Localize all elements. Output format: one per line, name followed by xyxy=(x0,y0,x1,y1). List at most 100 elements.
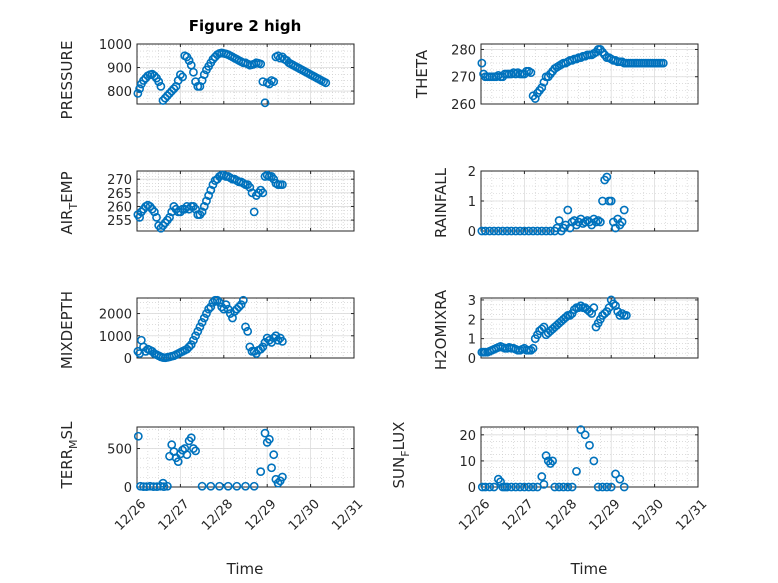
terr-msl-data-point xyxy=(223,481,233,491)
terr-msl-data-point xyxy=(159,482,169,492)
pressure-data-point xyxy=(167,86,177,96)
axes-theta: 260 270 280 xyxy=(451,43,699,113)
rainfall-data-point xyxy=(533,226,542,236)
sun-flux-data-point xyxy=(548,456,558,466)
ylabel-air-temp-a: AIR xyxy=(58,210,76,235)
mixdepth-data-point xyxy=(191,331,200,341)
h2omixra-data-point xyxy=(600,309,610,318)
mixdepth-data-point xyxy=(221,300,231,310)
pressure-ytick-label: 900 xyxy=(107,62,132,77)
h2omixra-data-point xyxy=(528,343,538,353)
sun-flux-data-point xyxy=(539,479,549,489)
ylabel-mixdepth: MIXDEPTH xyxy=(58,291,76,369)
air-temp-data-point xyxy=(197,207,207,217)
xlabel-left: Time xyxy=(226,560,264,578)
mixdepth-data-point xyxy=(225,309,235,318)
h2omixra-data-point xyxy=(608,299,618,309)
theta-data-point xyxy=(526,68,536,78)
sun-flux-data-point xyxy=(559,482,568,492)
mixdepth-ytick-label: 0 xyxy=(124,352,132,367)
sun-flux-data-point xyxy=(602,482,612,492)
h2omixra-data-point xyxy=(537,324,547,334)
mixdepth-data-point xyxy=(234,302,244,312)
ylabel-terr-a: TERR xyxy=(58,449,76,490)
rainfall-ytick-label: 0 xyxy=(468,225,476,240)
air-temp-data-point xyxy=(135,212,145,222)
theta-ytick-label: 260 xyxy=(451,98,476,113)
mixdepth-data-point xyxy=(212,295,222,305)
mixdepth-data-point xyxy=(197,318,207,327)
mixdepth-data-point xyxy=(273,335,283,345)
h2omixra-data-point xyxy=(526,345,536,355)
air-temp-ytick-label: 265 xyxy=(107,187,132,202)
pressure-axes-box xyxy=(136,43,355,105)
ylabel-h2omixra: H2OMIXRA xyxy=(432,289,450,370)
h2omixra-axes-box xyxy=(480,297,699,359)
mixdepth-data-point xyxy=(182,344,192,354)
air-temp-data-point xyxy=(245,182,255,192)
sun-flux-data-point xyxy=(480,482,490,492)
rainfall-data-point xyxy=(511,226,521,236)
sun-flux-data-point xyxy=(520,482,529,492)
sun-flux-ytick-label: 10 xyxy=(459,455,476,470)
mixdepth-data-point xyxy=(193,326,203,336)
sun-flux-data-point xyxy=(611,469,620,479)
rainfall-ytick-label: 1 xyxy=(468,195,476,210)
air-temp-data-point xyxy=(249,207,259,217)
rainfall-data-point xyxy=(498,226,508,236)
sun-flux-data-point xyxy=(506,482,516,492)
rainfall-data-point xyxy=(528,226,538,236)
mixdepth-data-point xyxy=(184,342,194,352)
terr-msl-data-point xyxy=(241,481,250,491)
sun-flux-data-point xyxy=(593,482,603,492)
pressure-data-point xyxy=(139,76,148,85)
sun-flux-data-point xyxy=(537,472,547,481)
air-temp-data-point xyxy=(165,212,174,222)
svg-text:SUNFLUX: SUNFLUX xyxy=(390,422,412,489)
mixdepth-data-point xyxy=(202,309,211,318)
mixdepth-data-point xyxy=(195,322,205,332)
terr-msl-data-point xyxy=(264,434,274,444)
air-temp-data-point xyxy=(277,180,287,190)
ylabel-terr-msl: TERRMSL xyxy=(58,421,80,490)
h2omixra-data-point xyxy=(589,303,599,313)
xlabel-right: Time xyxy=(570,560,608,578)
terr-msl-data-point xyxy=(206,481,216,491)
air-temp-data-point xyxy=(202,196,211,206)
air-temp-ytick-label: 270 xyxy=(107,173,132,188)
sun-flux-data-point xyxy=(550,482,560,492)
h2omixra-data-point xyxy=(617,309,627,318)
rainfall-data-point xyxy=(541,226,551,236)
h2omixra-data-point xyxy=(569,305,579,315)
pressure-data-point xyxy=(149,71,159,81)
terr-msl-data-point xyxy=(260,428,270,438)
mixdepth-data-point xyxy=(204,304,214,314)
pressure-data-point xyxy=(256,59,266,69)
rainfall-data-point xyxy=(485,226,495,236)
mixdepth-data-point xyxy=(245,342,255,352)
pressure-data-point xyxy=(178,72,187,82)
rainfall-data-point xyxy=(602,172,612,182)
terr-msl-data-point xyxy=(215,481,224,491)
sun-flux-data-point xyxy=(541,451,551,461)
h2omixra-data-point xyxy=(576,301,586,311)
mixdepth-data-point xyxy=(271,331,281,341)
pressure-data-point xyxy=(135,84,145,94)
terr-msl-axes-box xyxy=(136,426,355,488)
theta-data-point xyxy=(539,77,549,87)
axes-pressure: 800 900 1000 xyxy=(99,38,355,108)
axes-rainfall: 0 1 2 xyxy=(468,165,699,240)
terr-msl-data-point xyxy=(186,433,196,443)
terr-msl-ytick-label: 0 xyxy=(124,481,132,496)
axes-mixdepth: 0 1000 2000 xyxy=(99,295,355,367)
ylabel-sun-b: LUX xyxy=(390,422,408,451)
svg-text:AIRTEMP: AIRTEMP xyxy=(58,171,80,234)
h2omixra-ytick-label: 0 xyxy=(468,352,476,367)
rainfall-data-point xyxy=(515,226,525,236)
ylabel-terr-sub: M xyxy=(67,439,80,449)
mixdepth-data-point xyxy=(189,335,198,345)
sun-flux-data-point xyxy=(598,482,607,492)
